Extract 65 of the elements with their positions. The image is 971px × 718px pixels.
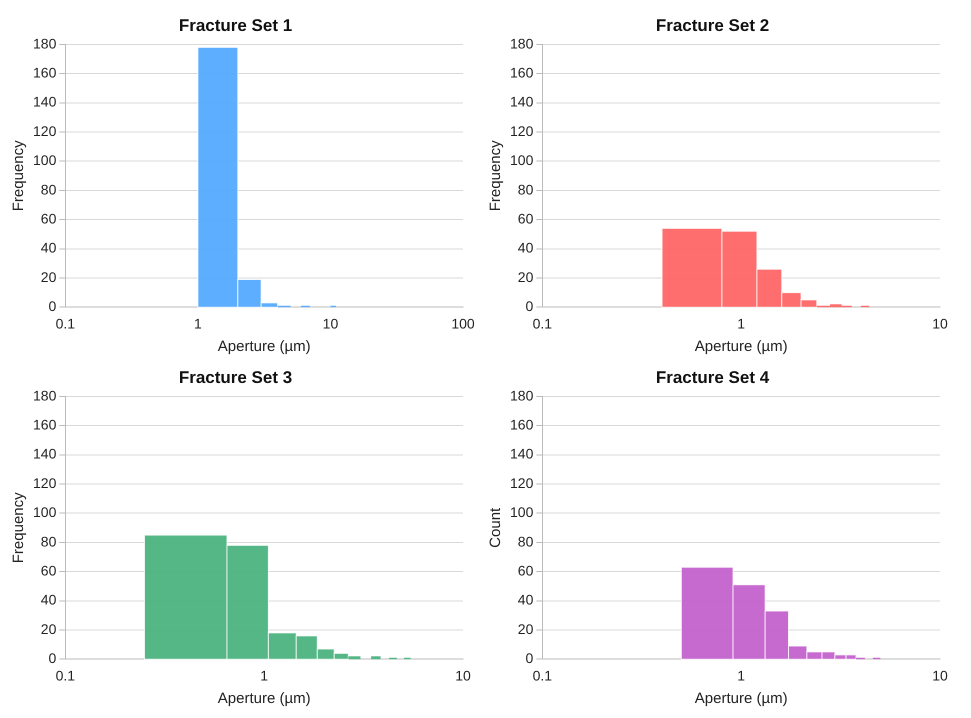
y-tick-label: 100: [510, 152, 534, 168]
y-tick-label: 20: [518, 620, 534, 637]
y-tick-label: 80: [40, 181, 57, 198]
y-tick-label: 100: [510, 504, 534, 520]
x-tick-label: 0.1: [56, 315, 76, 332]
y-tick-label: 140: [33, 446, 57, 462]
y-tick-label: 180: [510, 387, 534, 404]
chart-title: Fracture Set 3: [178, 368, 292, 387]
y-tick-label: 100: [33, 152, 57, 168]
x-tick-label: 0.1: [56, 667, 76, 684]
y-tick-label: 180: [33, 35, 57, 52]
y-tick-label: 120: [33, 474, 57, 491]
x-tick-label: 0.1: [532, 315, 552, 332]
x-tick-label: 1: [260, 667, 268, 684]
x-tick-label: 1: [737, 667, 746, 684]
x-tick-label: 10: [322, 315, 338, 332]
y-tick-label: 60: [518, 562, 534, 578]
y-tick-label: 0: [526, 298, 534, 314]
y-axis-title: Frequency: [10, 492, 28, 564]
y-tick-label: 160: [33, 416, 57, 432]
y-tick-label: 80: [40, 533, 57, 550]
y-axis-title: Frequency: [487, 140, 504, 212]
y-tick-label: 40: [518, 240, 534, 256]
y-tick-label: 40: [518, 592, 534, 608]
y-tick-label: 0: [48, 298, 57, 314]
x-axis-title: Aperture (µm): [694, 690, 788, 708]
y-tick-label: 20: [40, 268, 57, 285]
y-tick-label: 40: [40, 240, 57, 256]
y-tick-label: 60: [40, 210, 57, 226]
x-tick-label: 1: [194, 315, 202, 332]
y-tick-label: 120: [33, 122, 57, 139]
x-tick-label: 10: [932, 315, 948, 332]
y-tick-label: 160: [510, 416, 534, 432]
x-tick-label: 0.1: [532, 667, 552, 684]
y-tick-label: 60: [40, 562, 57, 578]
chart-title: Fracture Set 1: [178, 16, 292, 35]
x-tick-label: 100: [451, 315, 475, 332]
y-tick-label: 180: [33, 387, 57, 404]
chart-title: Fracture Set 2: [656, 16, 770, 35]
y-tick-label: 140: [510, 446, 534, 462]
y-tick-label: 0: [526, 650, 534, 666]
y-tick-label: 180: [510, 35, 534, 52]
y-tick-label: 40: [40, 592, 57, 608]
y-tick-label: 80: [518, 533, 534, 550]
x-tick-label: 10: [455, 667, 471, 684]
y-tick-label: 160: [33, 64, 57, 80]
y-tick-label: 100: [33, 504, 57, 520]
y-tick-label: 0: [48, 650, 57, 666]
chart-title: Fracture Set 4: [656, 368, 770, 387]
y-tick-label: 60: [518, 210, 534, 226]
y-tick-label: 120: [510, 474, 534, 491]
y-tick-label: 140: [510, 94, 534, 110]
x-axis-title: Aperture (µm): [218, 690, 311, 708]
y-axis-title: Count: [487, 506, 504, 548]
x-axis-title: Aperture (µm): [694, 338, 788, 356]
y-tick-label: 20: [518, 268, 534, 285]
x-tick-label: 1: [737, 315, 746, 332]
y-tick-label: 20: [40, 620, 57, 637]
y-tick-label: 120: [510, 122, 534, 139]
y-axis-title: Frequency: [10, 140, 28, 212]
x-tick-label: 10: [932, 667, 948, 684]
y-tick-label: 140: [33, 94, 57, 110]
y-tick-label: 160: [510, 64, 534, 80]
y-tick-label: 80: [518, 181, 534, 198]
x-axis-title: Aperture (µm): [218, 338, 311, 356]
